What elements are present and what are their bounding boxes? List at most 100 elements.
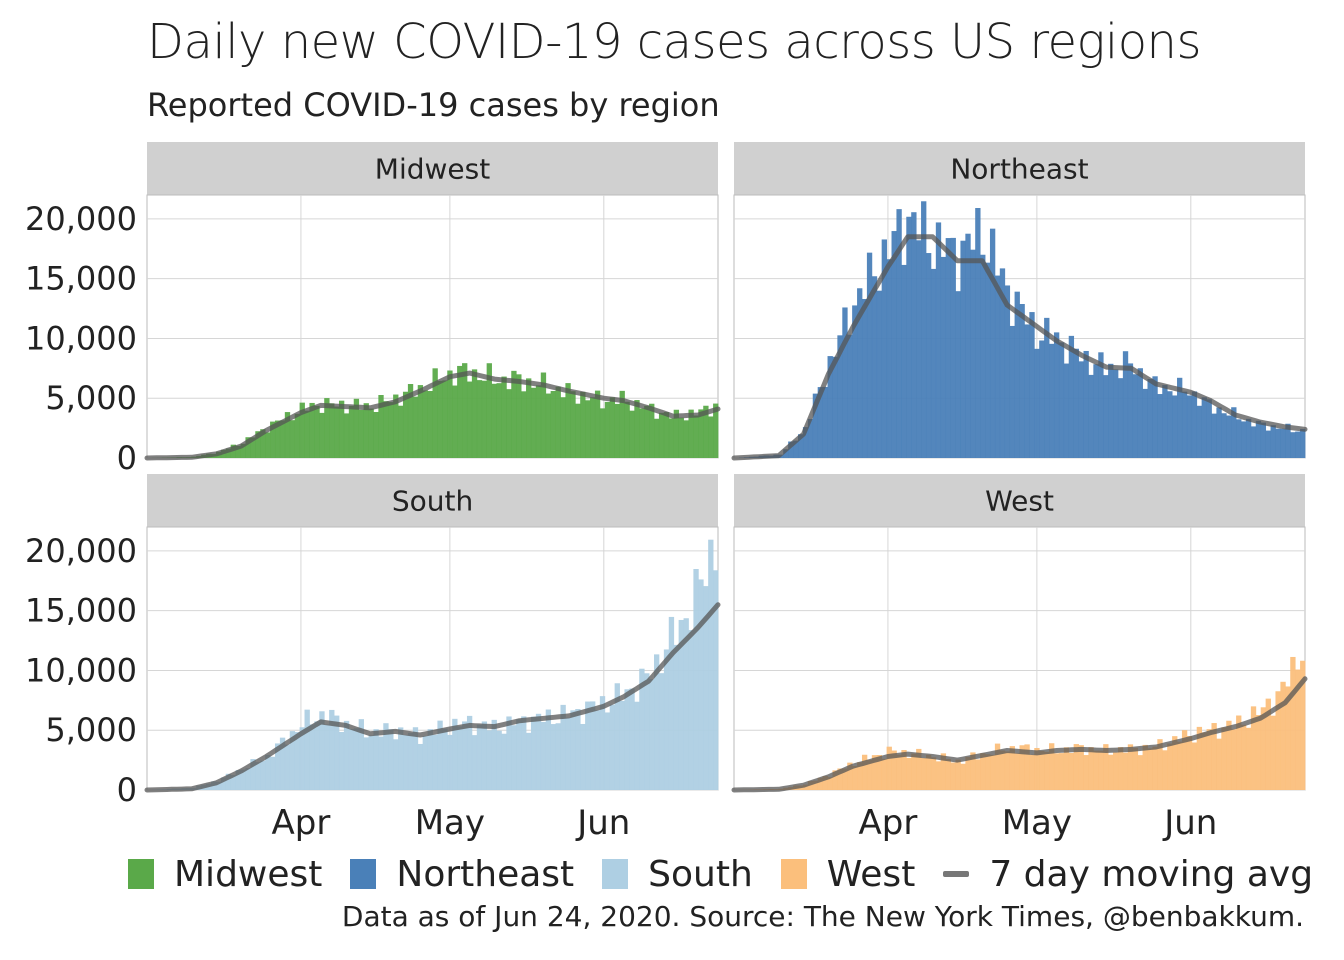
bar-northeast — [1226, 415, 1232, 458]
bar-west — [1053, 753, 1060, 790]
bar-northeast — [970, 249, 976, 458]
bar-midwest — [594, 390, 601, 458]
facet-strip-south — [147, 474, 718, 527]
bar-south — [442, 728, 448, 790]
bar-midwest — [240, 443, 246, 458]
bar-west — [1245, 727, 1252, 790]
bar-midwest — [462, 363, 468, 458]
bar-northeast — [1231, 407, 1237, 458]
bar-midwest — [329, 403, 335, 458]
bar-west — [945, 759, 951, 790]
bar-south — [501, 733, 507, 790]
bar-south — [452, 718, 458, 790]
bar-south — [284, 744, 291, 790]
bar-south — [422, 735, 428, 790]
bar-west — [911, 753, 917, 790]
bar-west — [842, 768, 848, 790]
bar-northeast — [1122, 351, 1129, 458]
bar-west — [1098, 750, 1104, 790]
bar-west — [1265, 698, 1271, 790]
bar-midwest — [658, 412, 665, 458]
legend-item-moving-avg: 7 day moving avg — [943, 854, 1313, 895]
bar-northeast — [802, 427, 809, 458]
bar-midwest — [378, 395, 384, 458]
x-tick-label: Apr — [272, 803, 331, 843]
bar-west — [1270, 715, 1276, 790]
bar-south — [624, 689, 630, 790]
bar-west — [1275, 691, 1281, 790]
bar-midwest — [604, 401, 611, 458]
bar-northeast — [1265, 430, 1271, 458]
bar-northeast — [896, 209, 902, 458]
bar-northeast — [1211, 413, 1217, 458]
bar-midwest — [334, 406, 340, 458]
bar-northeast — [797, 434, 804, 458]
bar-west — [1103, 744, 1109, 790]
bar-northeast — [1029, 312, 1035, 458]
bar-south — [270, 756, 276, 790]
bar-midwest — [235, 445, 241, 458]
facet-label-midwest: Midwest — [375, 153, 490, 186]
bar-south — [545, 709, 552, 790]
bar-south — [230, 774, 237, 790]
bar-south — [471, 735, 478, 790]
bar-midwest — [713, 403, 719, 458]
bar-south — [334, 715, 340, 790]
bar-northeast — [916, 240, 922, 458]
bar-northeast — [975, 208, 981, 458]
bar-south — [398, 727, 404, 790]
bar-west — [1231, 729, 1237, 790]
bar-south — [476, 724, 483, 790]
bar-midwest — [402, 391, 409, 458]
bar-west — [994, 743, 1001, 790]
bar-midwest — [457, 365, 463, 458]
bar-northeast — [906, 216, 912, 458]
bar-northeast — [1009, 325, 1015, 458]
bar-northeast — [1093, 364, 1099, 458]
bar-west — [1241, 724, 1247, 790]
bar-northeast — [1221, 413, 1227, 458]
legend-swatch-south — [602, 859, 629, 889]
bar-west — [1186, 736, 1193, 790]
bar-south — [550, 724, 556, 790]
bar-west — [1058, 753, 1065, 790]
bar-south — [407, 732, 414, 790]
moving-avg-line-midwest — [144, 370, 721, 461]
bar-midwest — [663, 412, 670, 458]
bar-northeast — [1152, 376, 1158, 458]
bar-northeast — [1216, 407, 1222, 458]
bar-northeast — [1206, 399, 1212, 458]
bar-west — [1029, 754, 1035, 790]
bar-south — [383, 723, 389, 790]
bar-south — [319, 711, 325, 790]
bar-midwest — [590, 397, 596, 458]
bar-midwest — [432, 368, 438, 458]
bar-northeast — [832, 356, 838, 458]
bar-midwest — [338, 400, 345, 458]
bar-northeast — [1255, 420, 1262, 458]
bar-northeast — [999, 268, 1006, 458]
bar-midwest — [688, 409, 694, 458]
bar-midwest — [486, 363, 492, 458]
bar-west — [1260, 707, 1267, 790]
bar-midwest — [260, 429, 266, 458]
bar-northeast — [1285, 423, 1291, 458]
bar-northeast — [817, 387, 824, 458]
x-tick-label: Jun — [1162, 803, 1217, 843]
bar-south — [220, 777, 227, 790]
moving-avg-line-west — [731, 676, 1308, 793]
bar-south — [526, 732, 532, 790]
bar-west — [1024, 744, 1030, 790]
legend-swatch-northeast — [350, 859, 377, 889]
bar-northeast — [1260, 422, 1267, 458]
bar-west — [916, 748, 922, 790]
legend: Midwest Northeast South West 7 day movin… — [128, 852, 1341, 896]
bar-west — [1083, 755, 1089, 790]
bar-west — [1290, 656, 1296, 790]
bar-west — [1236, 715, 1242, 790]
bar-south — [491, 719, 497, 790]
bar-south — [353, 728, 360, 790]
bar-west — [1280, 681, 1286, 790]
bar-south — [713, 570, 719, 790]
bar-midwest — [319, 412, 325, 458]
